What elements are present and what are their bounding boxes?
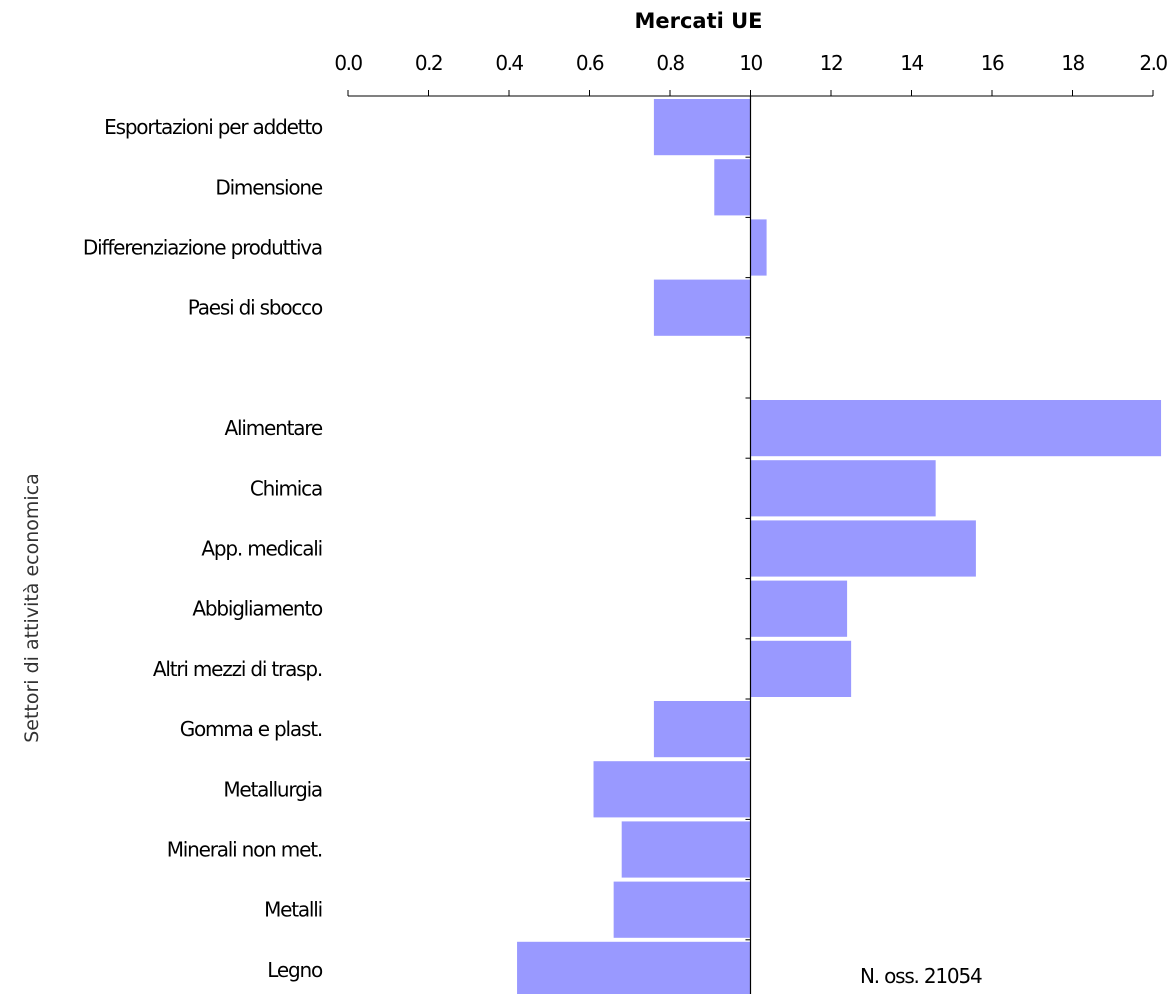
baseline-axis bbox=[745, 96, 752, 994]
x-tick-label: 0.8 bbox=[656, 51, 684, 75]
category-label: Abbigliamento bbox=[192, 597, 323, 621]
bar bbox=[750, 580, 848, 637]
category-label: Paesi di sbocco bbox=[188, 296, 323, 320]
x-tick-label: 14 bbox=[900, 51, 923, 75]
category-label: Altri mezzi di trasp. bbox=[153, 657, 322, 681]
x-tick-label: 0.4 bbox=[495, 51, 523, 75]
bar bbox=[621, 821, 751, 878]
bar bbox=[653, 701, 751, 758]
x-tick-label: 0.0 bbox=[334, 51, 362, 75]
x-tick-label: 0.6 bbox=[576, 51, 604, 75]
x-tick-label: 0.2 bbox=[415, 51, 442, 75]
category-label: Minerali non met. bbox=[167, 838, 322, 862]
bar bbox=[653, 279, 751, 336]
category-label: Dimensione bbox=[215, 175, 323, 199]
category-labels: Esportazioni per addetto Dimensione Differ… bbox=[83, 115, 324, 982]
category-label: Chimica bbox=[250, 476, 322, 500]
bar bbox=[750, 640, 852, 697]
category-label: Gomma e plast. bbox=[180, 717, 322, 741]
bar bbox=[653, 99, 751, 156]
x-axis: 0.0 0.2 0.4 0.6 0.8 10 12 14 16 18 2.0 bbox=[334, 51, 1169, 97]
x-tick-label: 18 bbox=[1061, 51, 1084, 75]
bar bbox=[593, 761, 751, 818]
y-axis-label: Settori di attività economica bbox=[21, 473, 43, 743]
x-tick-label: 10 bbox=[739, 51, 762, 75]
bar bbox=[750, 400, 1162, 457]
category-label: Esportazioni per addetto bbox=[104, 115, 323, 139]
observations-note: N. oss. 21054 bbox=[860, 964, 982, 988]
category-label: App. medicali bbox=[201, 537, 322, 561]
category-label: Legno bbox=[267, 958, 323, 982]
chart-title: Mercati UE bbox=[634, 9, 762, 33]
category-label: Metallurgia bbox=[223, 777, 322, 801]
x-tick-label: 12 bbox=[820, 51, 842, 75]
bar bbox=[613, 881, 751, 938]
bar bbox=[714, 159, 751, 216]
bars bbox=[517, 99, 1162, 994]
bar bbox=[750, 520, 976, 577]
bar bbox=[750, 460, 936, 517]
bar bbox=[517, 941, 751, 994]
category-label: Alimentare bbox=[225, 416, 323, 440]
bar bbox=[750, 219, 767, 276]
category-label: Metalli bbox=[264, 898, 322, 922]
category-label: Differenziazione produttiva bbox=[83, 236, 322, 260]
x-tick-label: 2.0 bbox=[1139, 51, 1167, 75]
x-tick-label: 16 bbox=[981, 51, 1004, 75]
